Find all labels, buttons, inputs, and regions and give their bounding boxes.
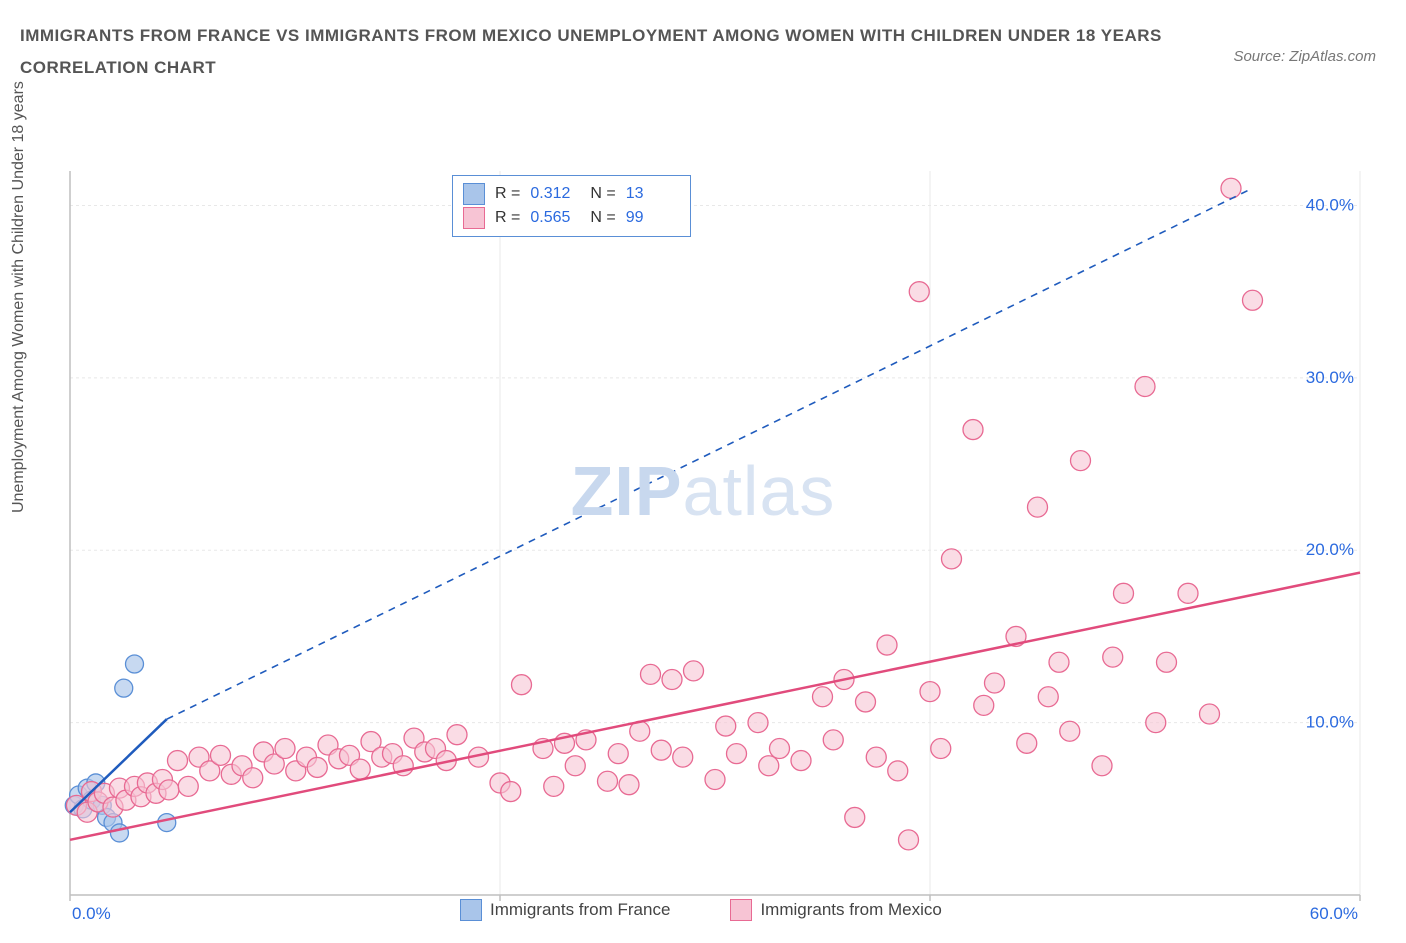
stats-legend-row-mexico: R = 0.565 N = 99 — [463, 206, 676, 230]
legend-label-mexico: Immigrants from Mexico — [760, 900, 941, 920]
swatch-france — [463, 183, 485, 205]
legend-item-mexico: Immigrants from Mexico — [730, 899, 941, 921]
svg-text:10.0%: 10.0% — [1306, 712, 1354, 731]
svg-text:0.0%: 0.0% — [72, 904, 111, 923]
n-label: N = — [590, 206, 615, 230]
swatch-mexico — [463, 207, 485, 229]
chart-title-block: IMMIGRANTS FROM FRANCE VS IMMIGRANTS FRO… — [20, 20, 1386, 85]
chart-svg: 10.0% 20.0% 30.0% 40.0% 0.0% 60.0% — [20, 93, 1386, 923]
legend-label-france: Immigrants from France — [490, 900, 670, 920]
n-label: N = — [590, 182, 615, 206]
stats-legend-row-france: R = 0.312 N = 13 — [463, 182, 676, 206]
swatch-mexico — [730, 899, 752, 921]
source-attribution: Source: ZipAtlas.com — [1233, 48, 1376, 65]
legend-item-france: Immigrants from France — [460, 899, 670, 921]
series-legend: Immigrants from France Immigrants from M… — [460, 899, 942, 921]
n-value-france: 13 — [626, 182, 676, 206]
title-line-1: IMMIGRANTS FROM FRANCE VS IMMIGRANTS FRO… — [20, 20, 1386, 52]
svg-text:30.0%: 30.0% — [1306, 367, 1354, 386]
title-line-2: CORRELATION CHART — [20, 52, 1386, 84]
n-value-mexico: 99 — [626, 206, 676, 230]
stats-legend: R = 0.312 N = 13 R = 0.565 N = 99 — [452, 175, 691, 237]
r-value-mexico: 0.565 — [530, 206, 580, 230]
r-value-france: 0.312 — [530, 182, 580, 206]
r-label: R = — [495, 206, 520, 230]
y-axis-label: Unemployment Among Women with Children U… — [10, 81, 28, 513]
svg-text:20.0%: 20.0% — [1306, 540, 1354, 559]
correlation-chart: Unemployment Among Women with Children U… — [20, 93, 1386, 923]
svg-text:60.0%: 60.0% — [1310, 904, 1358, 923]
r-label: R = — [495, 182, 520, 206]
svg-text:40.0%: 40.0% — [1306, 195, 1354, 214]
swatch-france — [460, 899, 482, 921]
